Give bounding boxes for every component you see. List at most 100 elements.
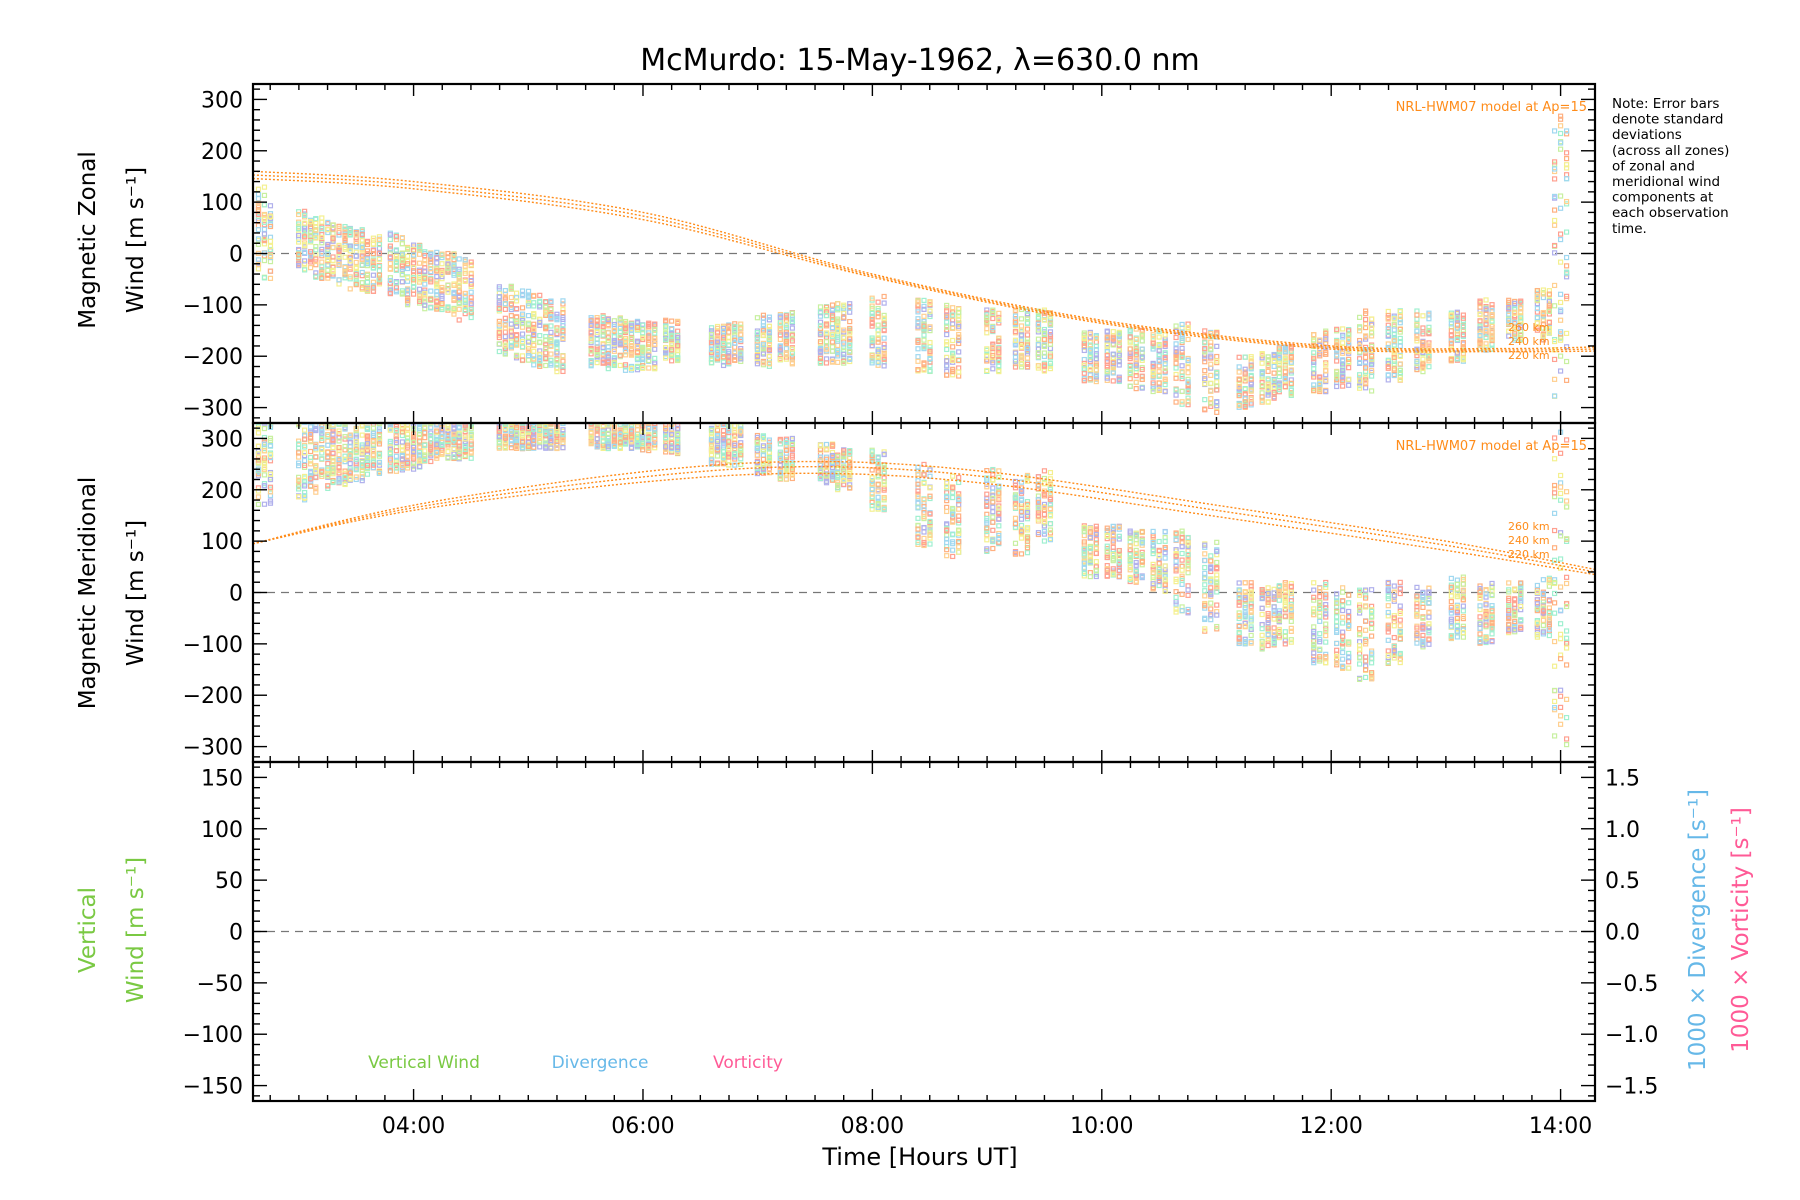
observation-point — [1563, 150, 1570, 156]
observation-point — [1202, 368, 1208, 374]
observation-point — [829, 359, 836, 365]
observation-point — [353, 259, 359, 266]
observation-point — [393, 259, 399, 265]
observation-point — [342, 254, 348, 260]
observation-point — [560, 353, 566, 359]
observation-point — [537, 292, 543, 298]
observation-point — [1139, 385, 1145, 391]
observation-point — [777, 356, 783, 363]
observation-point — [462, 304, 468, 311]
observation-point — [783, 321, 789, 327]
observation-point — [1081, 378, 1087, 384]
observation-point — [370, 250, 377, 257]
observation-point — [1035, 350, 1042, 356]
observation-point — [990, 360, 996, 366]
observation-point — [595, 418, 599, 422]
observation-point — [875, 322, 881, 328]
observation-point — [984, 307, 990, 313]
observation-point — [549, 417, 553, 421]
observation-point — [1173, 341, 1179, 347]
observation-point — [732, 324, 738, 330]
observation-point — [1242, 386, 1248, 392]
observation-point — [875, 328, 881, 334]
observation-point — [1156, 342, 1162, 349]
observation-point — [1173, 334, 1179, 341]
observation-point — [531, 331, 537, 337]
observation-point — [1116, 347, 1122, 354]
observation-point — [817, 304, 824, 310]
observation-point — [554, 362, 560, 368]
observation-point — [1288, 367, 1294, 373]
observation-point — [1242, 354, 1248, 360]
observation-point — [521, 416, 525, 420]
observation-point — [296, 211, 302, 218]
observation-point — [451, 282, 457, 289]
observation-point — [531, 311, 537, 317]
observation-point — [1334, 383, 1340, 390]
observation-point — [1242, 371, 1248, 377]
observation-point — [376, 263, 383, 270]
observation-point — [319, 234, 325, 240]
observation-point — [1087, 353, 1093, 359]
observation-point — [944, 324, 950, 330]
observation-point — [996, 359, 1002, 365]
observation-point — [410, 260, 417, 266]
observation-point — [1024, 349, 1031, 355]
observation-point — [1557, 236, 1564, 243]
observation-point — [1214, 409, 1220, 415]
observation-point — [399, 263, 405, 269]
observation-point — [760, 312, 767, 318]
observation-point — [364, 272, 371, 278]
observation-point — [628, 351, 635, 357]
observation-point — [1248, 396, 1254, 402]
observation-point — [468, 278, 474, 284]
observation-point — [532, 417, 536, 421]
observation-point — [261, 472, 268, 478]
observation-point — [944, 339, 950, 345]
observation-point — [823, 356, 830, 362]
observation-point — [446, 417, 450, 421]
observation-point — [463, 417, 467, 421]
observation-point — [560, 306, 566, 313]
observation-point — [1041, 317, 1048, 323]
observation-point — [359, 231, 365, 238]
observation-point — [445, 254, 451, 260]
observation-point — [451, 305, 457, 312]
observation-point — [261, 184, 268, 190]
observation-point — [881, 351, 887, 357]
observation-point — [416, 298, 423, 304]
observation-point — [652, 336, 658, 342]
observation-point — [915, 323, 921, 329]
observation-point — [296, 209, 302, 215]
observation-point — [634, 349, 641, 356]
observation-point — [847, 318, 853, 325]
observation-point — [544, 417, 548, 421]
observation-point — [404, 253, 411, 259]
observation-point — [342, 224, 348, 230]
observation-point — [1173, 355, 1179, 361]
observation-point — [1012, 309, 1019, 315]
observation-point — [347, 231, 353, 237]
observation-point — [921, 332, 927, 338]
observation-point — [525, 327, 532, 333]
observation-point — [1116, 362, 1122, 368]
observation-point — [1276, 346, 1282, 352]
observation-point — [1356, 314, 1363, 320]
observation-point — [319, 226, 325, 232]
observation-point — [531, 303, 537, 309]
observation-point — [714, 352, 721, 358]
observation-point — [669, 334, 675, 340]
observation-point — [1311, 337, 1317, 343]
observation-point — [1081, 336, 1087, 342]
observation-point — [754, 343, 761, 349]
observation-point — [468, 274, 474, 280]
observation-point — [531, 321, 537, 327]
observation-point — [422, 302, 428, 308]
observation-point — [760, 351, 767, 357]
observation-point — [359, 285, 365, 291]
observation-point — [789, 333, 795, 339]
observation-point — [1093, 351, 1099, 357]
observation-point — [560, 363, 566, 369]
observation-point — [835, 348, 841, 354]
